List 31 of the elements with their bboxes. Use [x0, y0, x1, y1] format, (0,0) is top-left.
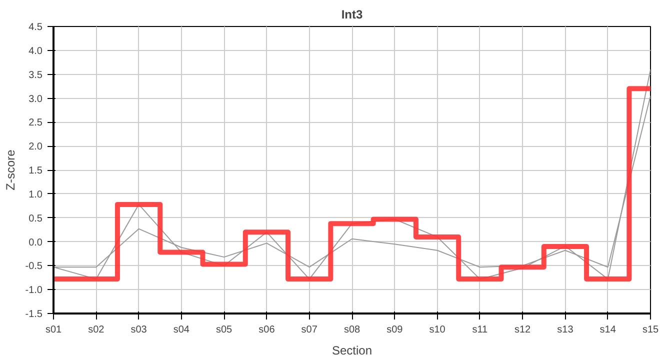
y-axis-title: Z-score [3, 149, 18, 190]
y-tick-label: -0.5 [25, 261, 43, 272]
x-tick-label: s14 [600, 324, 616, 336]
x-tick-label: s04 [173, 324, 190, 336]
x-tick-label: s12 [514, 324, 532, 336]
x-tick-label: s02 [88, 324, 105, 336]
y-tick-label: 3.0 [28, 94, 43, 105]
x-tick-label: s08 [344, 324, 360, 336]
y-tick-label: 1.0 [28, 189, 43, 200]
y-tick-label: 0.0 [28, 237, 43, 248]
y-tick-label: 2.5 [28, 118, 43, 129]
x-tick-label: s06 [258, 324, 276, 336]
y-tick-label: 4.0 [28, 46, 43, 57]
x-tick-label: s01 [45, 324, 62, 336]
x-tick-label: s13 [557, 324, 574, 336]
chart-title: Int3 [341, 8, 363, 22]
y-tick-label: 4.5 [28, 22, 43, 33]
x-tick-label: s15 [642, 324, 659, 336]
y-tick-label: 1.5 [28, 166, 43, 176]
y-tick-label: -1.0 [25, 285, 43, 296]
x-tick-label: s11 [472, 324, 488, 336]
x-tick-label: s03 [130, 324, 148, 336]
x-tick-label: s10 [429, 324, 446, 336]
y-tick-label: 3.5 [28, 70, 43, 81]
x-tick-label: s09 [386, 324, 404, 336]
y-tick-label: 2.0 [28, 142, 43, 153]
y-tick-label: 0.5 [28, 213, 43, 224]
x-tick-label: s07 [301, 324, 318, 336]
y-tick-label: -1.5 [25, 309, 43, 320]
x-tick-label: s05 [216, 324, 233, 336]
x-axis-title: Section [332, 344, 372, 358]
